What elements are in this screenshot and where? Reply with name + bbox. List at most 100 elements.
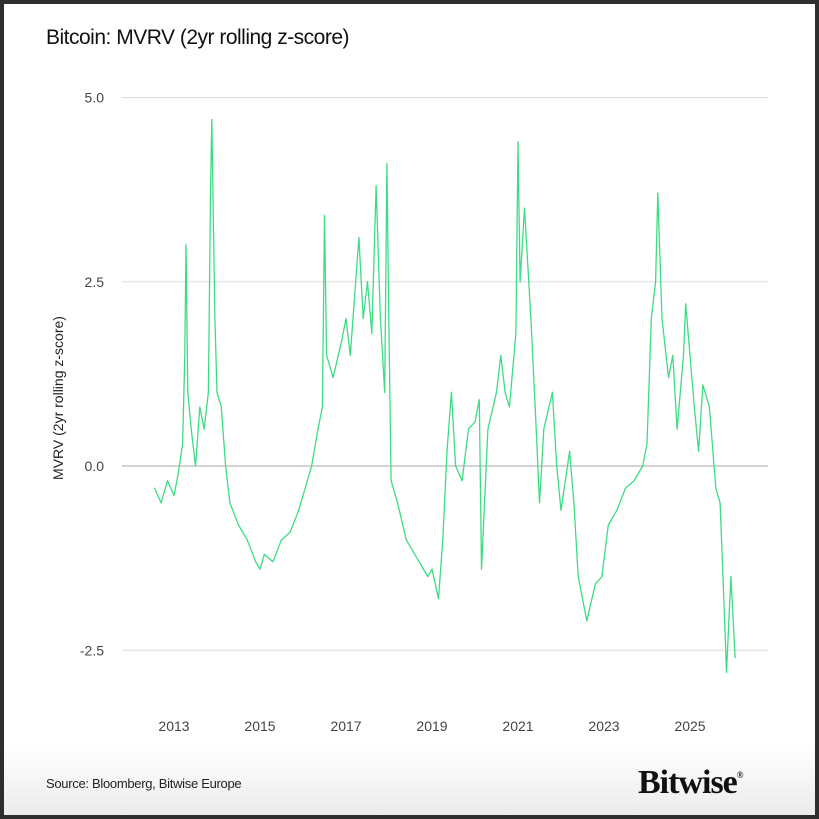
x-tick-label: 2017	[330, 718, 361, 734]
data-point	[523, 207, 526, 209]
data-point	[655, 281, 657, 283]
data-point	[657, 192, 659, 194]
data-point	[698, 450, 700, 452]
x-tick-label: 2025	[674, 718, 705, 734]
data-point	[450, 391, 452, 393]
data-point	[272, 561, 274, 563]
data-point	[321, 406, 323, 408]
data-point	[154, 487, 156, 489]
data-point	[289, 531, 291, 533]
data-point	[209, 192, 212, 194]
data-point	[667, 376, 670, 379]
data-point	[586, 620, 588, 622]
data-point	[366, 281, 369, 283]
data-point	[207, 391, 209, 393]
y-tick-label: 5.0	[85, 90, 105, 106]
data-point	[182, 443, 184, 445]
data-point	[676, 428, 678, 430]
x-tick-label: 2021	[502, 718, 533, 734]
logo-text: Bitwise	[638, 764, 738, 801]
y-tick-label: 2.5	[85, 274, 105, 290]
data-point	[551, 391, 554, 393]
data-point	[414, 553, 416, 556]
data-point	[211, 119, 213, 121]
data-point	[530, 318, 532, 320]
data-point	[323, 214, 326, 217]
data-point	[616, 509, 618, 511]
data-point	[199, 406, 201, 408]
data-point	[379, 318, 381, 320]
x-tick-label: 2023	[588, 718, 619, 734]
data-point	[534, 406, 536, 408]
data-point	[633, 480, 635, 482]
data-point	[515, 332, 517, 334]
data-point	[384, 391, 386, 393]
data-point	[386, 163, 388, 165]
data-point	[397, 502, 399, 504]
data-point	[371, 332, 373, 334]
data-point	[682, 354, 685, 357]
data-point	[345, 318, 347, 320]
data-point	[317, 428, 319, 430]
data-point	[190, 428, 192, 430]
data-point	[427, 575, 429, 578]
data-point	[461, 480, 463, 482]
data-point	[302, 494, 304, 497]
x-tick-label: 2013	[158, 718, 189, 734]
data-point	[715, 487, 717, 489]
y-tick-label: -2.5	[80, 642, 104, 658]
data-point	[487, 428, 489, 430]
data-point	[519, 281, 521, 283]
data-point	[543, 428, 545, 430]
bitwise-logo: Bitwise®	[638, 764, 743, 801]
mvrv-series-line	[154, 118, 736, 674]
data-point	[702, 384, 704, 386]
data-point	[225, 465, 227, 467]
x-tick-label: 2019	[416, 718, 447, 734]
data-point	[237, 524, 240, 526]
data-point	[388, 332, 390, 334]
data-point	[216, 391, 218, 393]
data-point	[214, 318, 216, 320]
data-point	[390, 480, 392, 482]
data-point	[685, 303, 687, 305]
data-point	[478, 399, 480, 401]
data-point	[577, 575, 579, 578]
data-point	[431, 568, 433, 570]
data-point	[642, 465, 644, 467]
data-point	[349, 354, 351, 357]
data-point	[594, 583, 597, 585]
data-point	[203, 428, 205, 430]
data-point	[607, 524, 609, 526]
data-point	[573, 502, 575, 504]
data-point	[194, 465, 197, 467]
data-point	[725, 671, 728, 673]
data-point	[708, 406, 710, 408]
source-note: Source: Bloomberg, Bitwise Europe	[46, 776, 242, 791]
data-point	[332, 376, 334, 379]
data-point	[581, 598, 584, 600]
data-point	[220, 406, 222, 408]
data-point	[166, 480, 169, 482]
data-point	[661, 318, 663, 320]
data-point	[569, 450, 571, 452]
data-point	[185, 244, 187, 246]
data-point	[405, 539, 407, 541]
data-point	[298, 509, 300, 511]
data-point	[187, 391, 189, 393]
data-point	[556, 465, 558, 467]
data-point	[560, 509, 562, 511]
data-point	[229, 502, 231, 504]
data-point	[362, 318, 364, 320]
chart-title: Bitcoin: MVRV (2yr rolling z-score)	[46, 26, 350, 49]
data-point	[646, 443, 648, 445]
chart-card	[4, 4, 815, 815]
data-point	[326, 354, 328, 357]
data-point	[693, 406, 695, 408]
data-point	[474, 421, 476, 423]
data-point	[601, 575, 603, 578]
data-point	[177, 472, 179, 474]
data-point	[508, 406, 510, 408]
data-point	[160, 502, 162, 504]
